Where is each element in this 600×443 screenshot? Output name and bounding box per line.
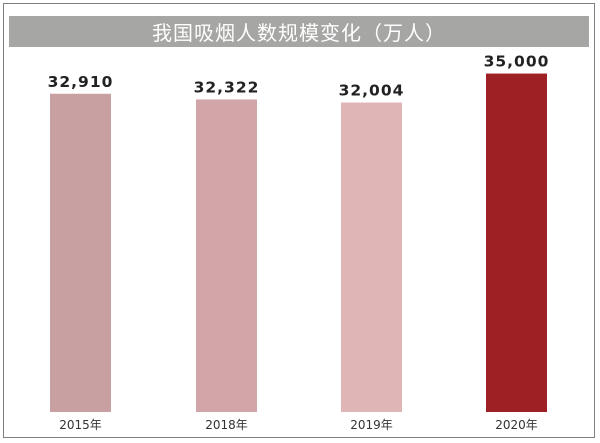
bar-3 bbox=[486, 73, 547, 413]
x-tick-label-2: 2019年 bbox=[350, 418, 393, 432]
bar-2 bbox=[341, 102, 402, 413]
bar-1 bbox=[196, 99, 257, 412]
x-tick-label-0: 2015年 bbox=[59, 418, 102, 432]
value-label-2: 32,004 bbox=[339, 82, 405, 100]
chart-title: 我国吸烟人数规模变化（万人） bbox=[152, 21, 446, 45]
value-label-1: 32,322 bbox=[194, 78, 260, 96]
value-label-3: 35,000 bbox=[484, 53, 550, 71]
chart-title-bar: 我国吸烟人数规模变化（万人） bbox=[9, 16, 589, 47]
value-label-0: 32,910 bbox=[48, 73, 114, 91]
x-tick-label-1: 2018年 bbox=[205, 418, 248, 432]
bar-0 bbox=[50, 93, 111, 412]
x-tick-label-3: 2020年 bbox=[495, 418, 538, 432]
